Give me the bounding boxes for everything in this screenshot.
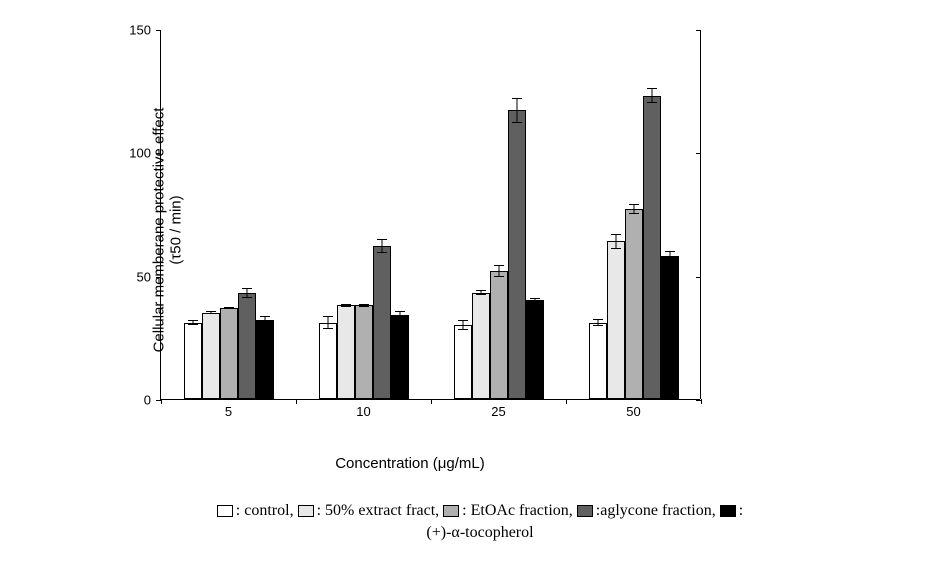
y-tick-mark (156, 277, 161, 278)
legend-swatch (443, 505, 459, 517)
x-boundary-tick (431, 399, 432, 404)
bar (472, 293, 490, 399)
y-tick-mark-right (696, 30, 701, 31)
bar (490, 271, 508, 399)
legend-item-label: : EtOAc fraction, (462, 502, 577, 519)
x-tick-label: 5 (225, 404, 232, 419)
y-tick-mark-right (696, 153, 701, 154)
legend-caption: : control, : 50% extract fract, : EtOAc … (70, 500, 890, 545)
x-boundary-tick (701, 399, 702, 404)
legend-swatch (217, 505, 233, 517)
y-tick-mark (156, 30, 161, 31)
plot-right-border (700, 30, 701, 399)
x-boundary-tick (566, 399, 567, 404)
legend-item-label: : 50% extract fract, (317, 502, 444, 519)
legend-item-label: : (739, 502, 743, 519)
bar (454, 325, 472, 399)
legend-item-label: :aglycone fraction, (596, 502, 720, 519)
legend-swatch (720, 505, 736, 517)
y-tick-label: 100 (121, 146, 151, 161)
x-tick-label: 10 (356, 404, 370, 419)
bar (238, 293, 256, 399)
y-tick-label: 150 (121, 23, 151, 38)
y-tick-label: 50 (121, 269, 151, 284)
bar (643, 96, 661, 399)
legend-trailing: (+)-α-tocopherol (426, 524, 533, 541)
legend-swatch (577, 505, 593, 517)
legend-swatch (298, 505, 314, 517)
bar (625, 209, 643, 399)
legend-item-label: : control, (236, 502, 298, 519)
bar (661, 256, 679, 399)
y-tick-label: 0 (121, 393, 151, 408)
x-axis-label: Concentration (μg/mL) (335, 455, 485, 472)
bar (337, 305, 355, 399)
bar (355, 305, 373, 399)
bar (319, 323, 337, 399)
bar (391, 315, 409, 399)
x-tick-label: 50 (626, 404, 640, 419)
y-tick-mark (156, 153, 161, 154)
bar (607, 241, 625, 399)
bar (508, 110, 526, 399)
bar (526, 300, 544, 399)
bar (589, 323, 607, 399)
y-tick-mark-right (696, 277, 701, 278)
chart-container: Cellular memberane protective effect (τ5… (100, 20, 720, 440)
x-tick-label: 25 (491, 404, 505, 419)
bar (184, 323, 202, 399)
bar (373, 246, 391, 399)
bar (256, 320, 274, 399)
bar (220, 308, 238, 399)
x-boundary-tick (296, 399, 297, 404)
plot-area: 0501001505102550 (160, 30, 700, 400)
x-boundary-tick (161, 399, 162, 404)
bar (202, 313, 220, 399)
